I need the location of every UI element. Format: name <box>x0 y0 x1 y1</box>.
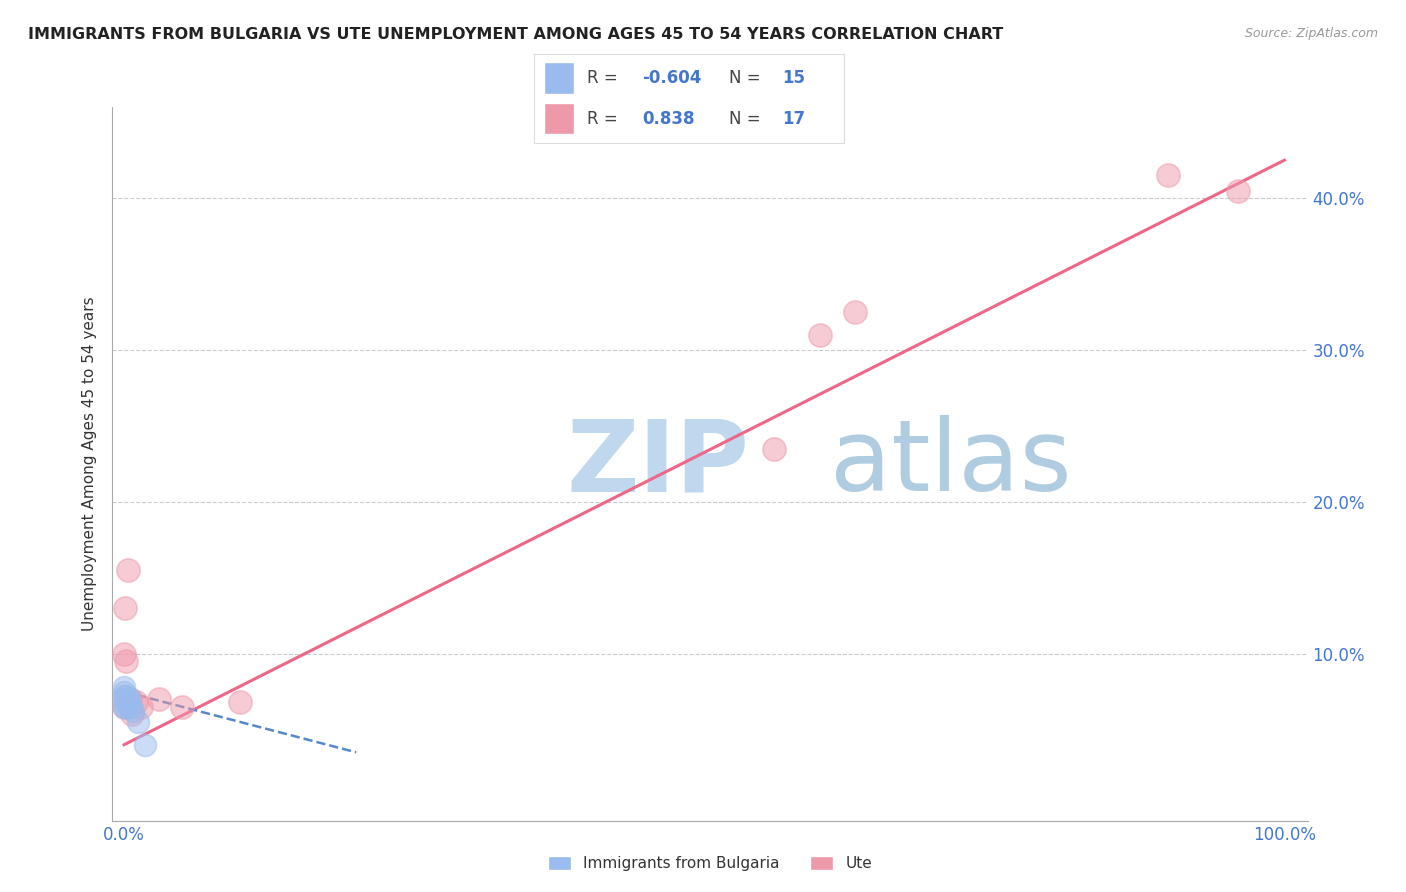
Point <box>134 738 156 752</box>
Point <box>112 684 135 698</box>
Point <box>1157 169 1180 183</box>
Point <box>808 327 831 342</box>
Text: R =: R = <box>586 110 623 128</box>
Point <box>112 680 135 694</box>
Legend: Immigrants from Bulgaria, Ute: Immigrants from Bulgaria, Ute <box>541 850 879 877</box>
Text: 15: 15 <box>782 69 804 87</box>
Text: -0.604: -0.604 <box>643 69 702 87</box>
Text: N =: N = <box>730 69 766 87</box>
Text: Source: ZipAtlas.com: Source: ZipAtlas.com <box>1244 27 1378 40</box>
Point <box>762 442 785 456</box>
Point <box>112 647 135 661</box>
Y-axis label: Unemployment Among Ages 45 to 54 years: Unemployment Among Ages 45 to 54 years <box>82 296 97 632</box>
Point <box>112 692 135 706</box>
Point <box>114 699 136 714</box>
Point <box>131 699 153 714</box>
Point <box>844 305 866 319</box>
Point <box>114 601 136 615</box>
Text: R =: R = <box>586 69 623 87</box>
Bar <box>544 62 575 94</box>
Point <box>1226 184 1249 198</box>
Text: 0.838: 0.838 <box>643 110 695 128</box>
Point <box>117 695 139 709</box>
Point <box>112 699 135 714</box>
Point <box>117 563 139 577</box>
Point <box>118 699 141 714</box>
Point <box>118 692 141 706</box>
Point <box>120 699 142 714</box>
Bar <box>544 103 575 134</box>
Text: ZIP: ZIP <box>567 416 749 512</box>
Point <box>114 692 136 706</box>
Point <box>148 692 170 706</box>
Point <box>229 695 252 709</box>
Point <box>172 699 194 714</box>
Text: IMMIGRANTS FROM BULGARIA VS UTE UNEMPLOYMENT AMONG AGES 45 TO 54 YEARS CORRELATI: IMMIGRANTS FROM BULGARIA VS UTE UNEMPLOY… <box>28 27 1004 42</box>
Text: 17: 17 <box>782 110 804 128</box>
Point <box>122 704 145 718</box>
Point <box>112 689 135 703</box>
Point <box>115 654 138 668</box>
Text: N =: N = <box>730 110 766 128</box>
Point <box>125 695 148 709</box>
Text: atlas: atlas <box>830 416 1071 512</box>
Point <box>127 714 149 729</box>
Point <box>118 692 141 706</box>
Point <box>112 699 135 714</box>
Point <box>121 707 143 722</box>
Point <box>115 689 138 703</box>
